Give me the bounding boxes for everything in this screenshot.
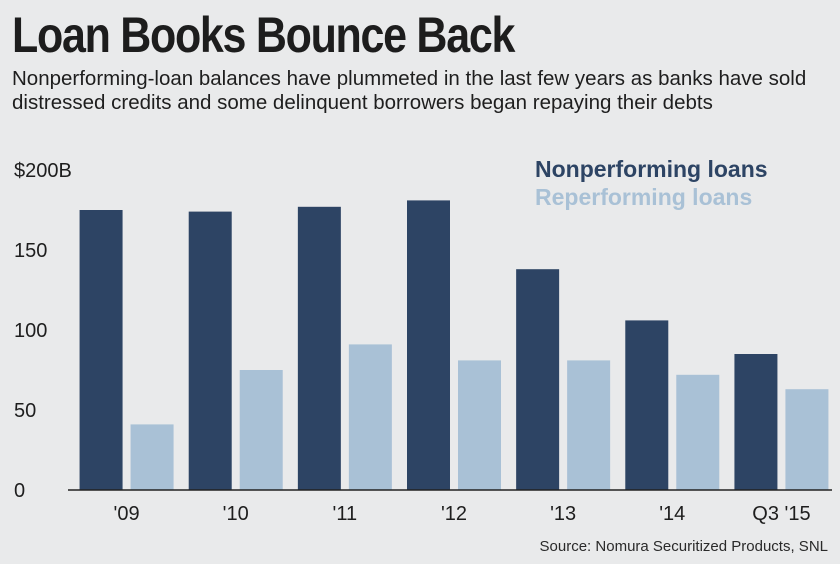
bar-reperforming xyxy=(785,389,829,490)
bar-reperforming xyxy=(348,344,392,490)
legend-item-nonperforming: Nonperforming loans xyxy=(535,156,768,182)
y-tick-label: $200B xyxy=(14,160,72,182)
x-tick-label: Q3 '15 xyxy=(752,503,810,525)
x-tick-label: '11 xyxy=(333,503,358,525)
bar-nonperforming xyxy=(625,320,669,490)
y-tick-label: 50 xyxy=(14,400,36,422)
bar-nonperforming xyxy=(297,206,341,491)
bar-reperforming xyxy=(676,374,720,490)
y-tick-label: 0 xyxy=(14,480,25,502)
x-tick-label: '12 xyxy=(441,503,467,525)
bar-reperforming xyxy=(239,370,283,490)
y-tick-label: 100 xyxy=(14,320,47,342)
bar-nonperforming xyxy=(516,269,560,490)
bar-nonperforming xyxy=(188,211,232,490)
chart-subtitle: Nonperforming-loan balances have plummet… xyxy=(12,67,807,114)
bar-nonperforming xyxy=(734,354,778,490)
bar-nonperforming xyxy=(79,210,123,490)
y-tick-label: 150 xyxy=(14,240,47,262)
legend-item-reperforming: Reperforming loans xyxy=(535,184,752,210)
bar-nonperforming xyxy=(407,200,450,490)
x-tick-label: '09 xyxy=(114,503,140,525)
bar-reperforming xyxy=(458,360,501,490)
y-axis: 0 50 100 150 $200B xyxy=(14,160,72,502)
bar-reperforming xyxy=(567,360,611,490)
chart-title: Loan Books Bounce Back xyxy=(12,7,515,63)
x-axis: '09 '10 '11 '12 '13 '14 Q3 '15 xyxy=(114,503,811,525)
x-tick-label: '10 xyxy=(223,503,249,525)
bar-reperforming xyxy=(130,424,174,490)
bars xyxy=(79,200,829,491)
source-note: Source: Nomura Securitized Products, SNL xyxy=(539,538,828,555)
x-tick-label: '14 xyxy=(659,503,685,525)
x-tick-label: '13 xyxy=(550,503,576,525)
